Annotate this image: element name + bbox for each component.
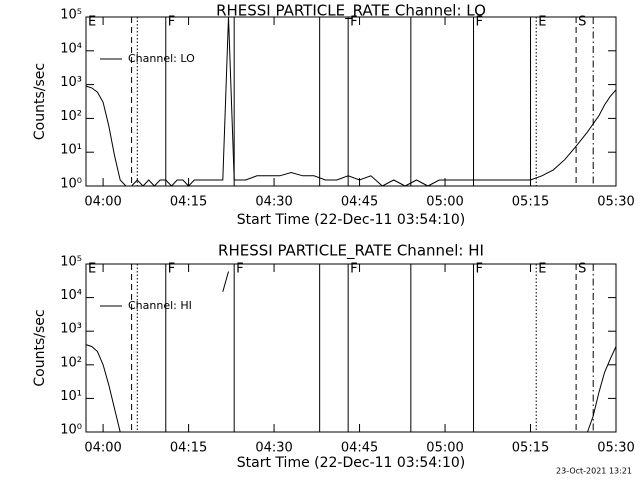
y-tick-label: 10³: [60, 75, 82, 90]
x-tick-label: 04:15: [170, 441, 207, 456]
x-tick-label: 05:30: [597, 195, 634, 210]
x-tick-label: 04:45: [341, 195, 378, 210]
y-axis-label: Counts/sec: [32, 309, 48, 386]
y-tick-label: 10⁵: [60, 8, 82, 23]
y-tick-label: 10¹: [60, 389, 82, 404]
event-label: F: [350, 15, 357, 30]
event-label: E: [88, 262, 96, 277]
x-tick-label: 05:00: [426, 441, 463, 456]
footer: 23-Oct-2021 13:21: [556, 467, 632, 476]
event-label: F: [476, 262, 483, 277]
y-tick-label: 10⁴: [60, 41, 82, 56]
event-label: F: [476, 15, 483, 30]
x-tick-label: 04:30: [255, 195, 292, 210]
x-tick-label: 04:00: [84, 195, 121, 210]
event-label: E: [538, 262, 546, 277]
event-label: E: [88, 15, 96, 30]
legend-label: Channel: HI: [128, 299, 192, 312]
x-tick-label: 05:00: [426, 195, 463, 210]
event-label: S: [578, 262, 586, 277]
event-label: E: [538, 15, 546, 30]
chart-title: RHESSI PARTICLE_RATE Channel: LO: [216, 2, 486, 21]
x-axis-label: Start Time (22-Dec-11 03:54:10): [237, 212, 465, 228]
event-label: F: [236, 262, 243, 277]
event-label: F: [350, 262, 357, 277]
y-tick-label: 10³: [60, 322, 82, 337]
y-tick-label: 10⁴: [60, 288, 82, 303]
y-tick-label: 10⁰: [60, 423, 82, 438]
event-label: F: [168, 15, 175, 30]
y-axis-label: Counts/sec: [32, 63, 48, 140]
legend-label: Channel: LO: [128, 52, 195, 65]
y-tick-label: 10⁰: [60, 177, 82, 192]
x-tick-label: 05:30: [597, 441, 634, 456]
x-tick-label: 04:30: [255, 441, 292, 456]
event-label: F: [168, 262, 175, 277]
y-tick-label: 10²: [60, 109, 82, 124]
data-line: [85, 271, 617, 433]
x-tick-label: 05:15: [512, 195, 549, 210]
y-tick-label: 10⁵: [60, 255, 82, 270]
chart-title: RHESSI PARTICLE_RATE Channel: HI: [218, 242, 484, 261]
x-tick-label: 04:45: [341, 441, 378, 456]
y-tick-label: 10¹: [60, 143, 82, 158]
event-label: S: [578, 15, 586, 30]
x-tick-label: 04:15: [170, 195, 207, 210]
data-line: [85, 16, 617, 187]
x-axis-label: Start Time (22-Dec-11 03:54:10): [237, 455, 465, 471]
x-tick-label: 05:15: [512, 441, 549, 456]
y-tick-label: 10²: [60, 355, 82, 370]
x-tick-label: 04:00: [84, 441, 121, 456]
